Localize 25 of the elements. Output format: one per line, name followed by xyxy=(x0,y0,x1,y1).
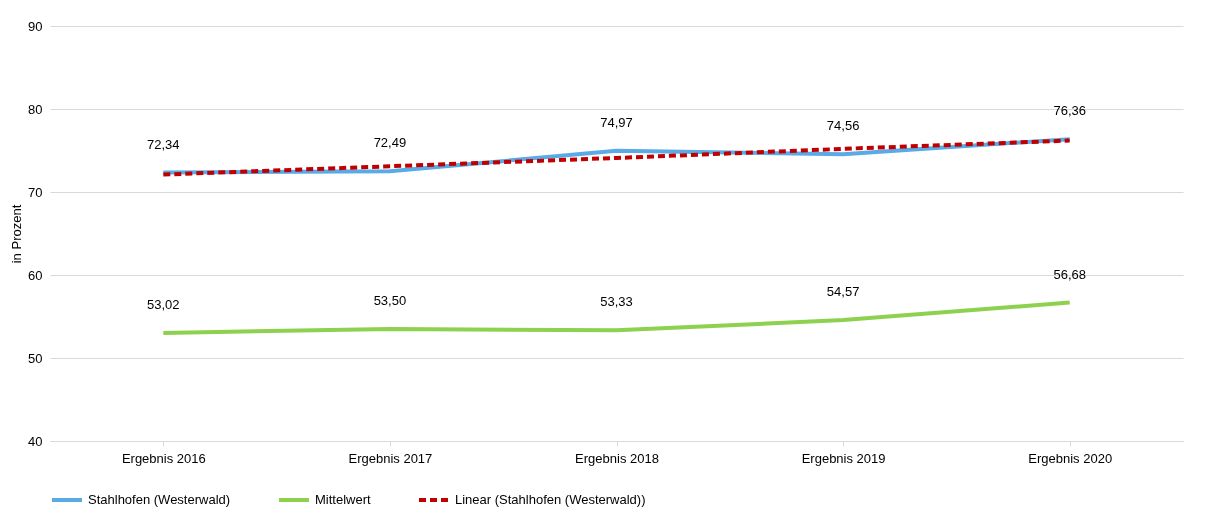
x-tick-label: Ergebnis 2018 xyxy=(575,450,659,466)
legend-label: Mittelwert xyxy=(315,492,372,507)
data-label: 56,68 xyxy=(1053,266,1086,282)
y-tick-label: 70 xyxy=(28,184,43,200)
data-label: 53,50 xyxy=(373,292,407,308)
legend-label: Linear (Stahlhofen (Westerwald)) xyxy=(455,492,646,507)
y-tick-label: 80 xyxy=(28,101,43,117)
y-tick-label: 60 xyxy=(28,267,43,283)
data-label: 53,02 xyxy=(147,296,180,312)
data-label: 72,49 xyxy=(373,135,407,151)
y-axis-title: in Prozent xyxy=(9,204,25,264)
x-tick-label: Ergebnis 2019 xyxy=(801,450,886,466)
data-label: 74,56 xyxy=(826,118,860,134)
y-tick-label: 40 xyxy=(28,433,43,449)
x-tick-label: Ergebnis 2017 xyxy=(348,450,433,466)
legend-label: Stahlhofen (Westerwald) xyxy=(88,492,231,507)
data-label: 74,97 xyxy=(600,114,633,130)
data-label: 72,34 xyxy=(147,136,180,152)
y-tick-label: 90 xyxy=(28,18,43,34)
x-tick-label: Ergebnis 2020 xyxy=(1028,450,1113,466)
x-tick-label: Ergebnis 2016 xyxy=(121,450,206,466)
data-label: 54,57 xyxy=(826,284,860,300)
data-label: 53,33 xyxy=(600,294,633,310)
data-label: 76,36 xyxy=(1053,103,1086,119)
y-tick-label: 50 xyxy=(28,350,43,366)
